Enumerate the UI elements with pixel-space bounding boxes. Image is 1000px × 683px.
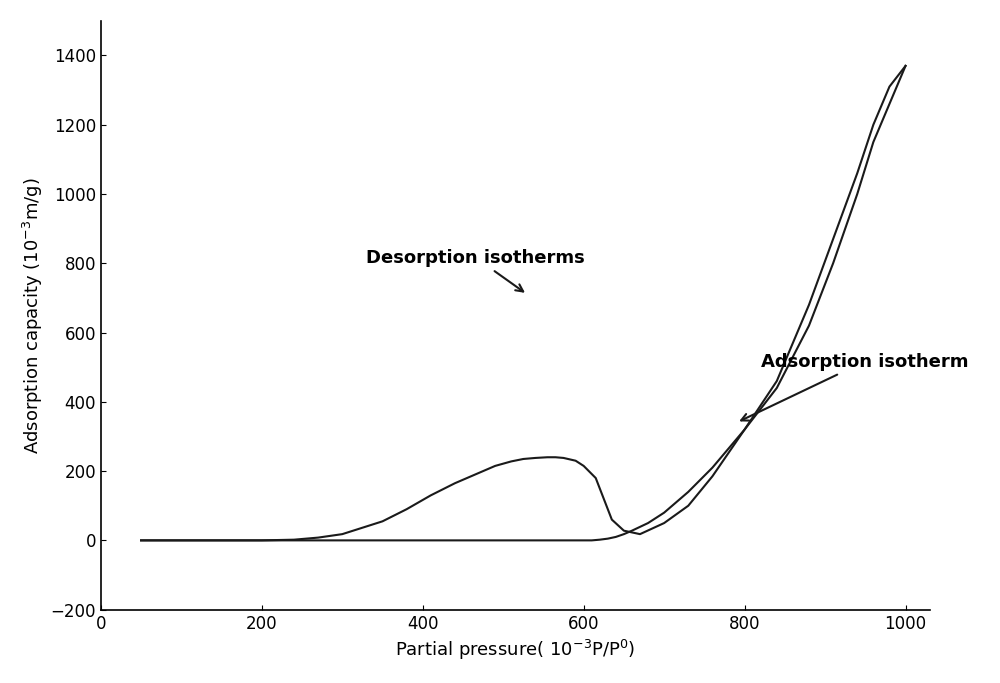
- Text: Adsorption isotherm: Adsorption isotherm: [741, 352, 968, 421]
- Text: Desorption isotherms: Desorption isotherms: [366, 249, 585, 292]
- Y-axis label: Adsorption capacity (10$^{-3}$m/g): Adsorption capacity (10$^{-3}$m/g): [21, 177, 45, 454]
- X-axis label: Partial pressure( 10$^{-3}$P/P$^{0}$): Partial pressure( 10$^{-3}$P/P$^{0}$): [395, 638, 635, 662]
